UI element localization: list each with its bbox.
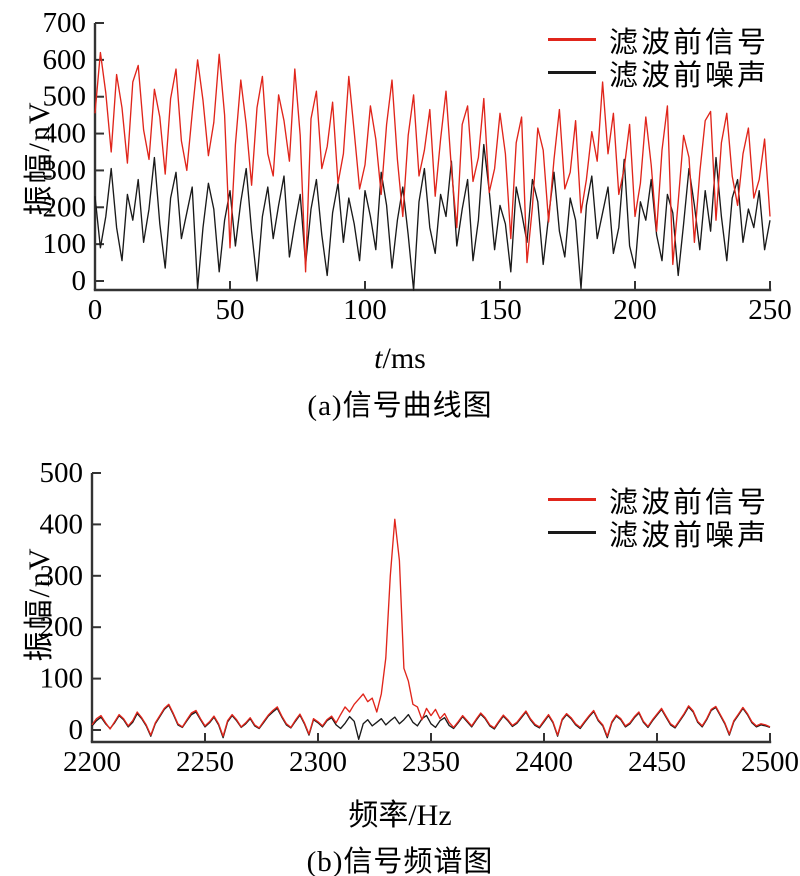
y-tick-label: 700 (43, 7, 87, 39)
signal-legend-label: 滤波前信号 (609, 26, 770, 59)
y-tick-label: 100 (43, 228, 87, 260)
noise-legend-label: 滤波前噪声 (609, 519, 770, 552)
chart-b-legend: 滤波前信号 滤波前噪声 (548, 483, 769, 552)
y-tick-label: 400 (43, 118, 87, 150)
chart-b-x-axis-label: 频率/Hz (0, 790, 800, 834)
noise-line-swatch (548, 531, 596, 534)
y-tick-label: 500 (40, 457, 84, 489)
x-tick-label: 250 (748, 294, 792, 326)
signal-line-swatch (548, 498, 596, 501)
x-tick-label: 150 (478, 294, 522, 326)
x-tick-label: 2450 (628, 746, 686, 778)
noise-line-swatch (548, 71, 596, 74)
y-tick-label: 400 (40, 508, 84, 540)
x-variable-symbol: t (374, 342, 383, 375)
x-tick-label: 0 (88, 294, 103, 326)
chart-a-plot-area: 0 100 200 300 400 500 600 700 0 50 100 150 200 250 (43, 7, 792, 326)
noise-line (94, 143, 771, 291)
y-tick-label: 0 (72, 265, 87, 297)
chart-b-legend-item-noise: 滤波前噪声 (548, 516, 769, 552)
x-tick-label: 2400 (515, 746, 573, 778)
x-tick-label: 2200 (63, 746, 121, 778)
y-tick-label: 100 (40, 663, 84, 695)
x-unit-text: /ms (382, 342, 426, 375)
chart-a-legend: 滤波前信号 滤波前噪声 (548, 23, 769, 92)
signal-line (94, 51, 771, 273)
chart-a-caption: (a)信号曲线图 (307, 390, 493, 422)
y-tick-label: 0 (69, 714, 84, 746)
x-tick-label: 50 (216, 294, 245, 326)
x-tick-label: 2500 (741, 746, 799, 778)
y-tick-label: 600 (43, 44, 87, 76)
x-tick-label: 2300 (289, 746, 347, 778)
chart-b-plot-area: 0 100 200 300 400 500 2200 2250 2300 2350 2400 2450… (40, 457, 800, 778)
chart-b-caption: (b)信号频谱图 (306, 846, 494, 876)
signal-legend-label: 滤波前信号 (609, 486, 770, 519)
y-tick-label: 200 (43, 191, 87, 223)
x-tick-label: 2350 (402, 746, 460, 778)
x-tick-label: 200 (613, 294, 657, 326)
y-tick-label: 200 (40, 611, 84, 643)
chart-b-legend-item-signal: 滤波前信号 (548, 483, 769, 519)
chart-a-legend-item-signal: 滤波前信号 (548, 23, 769, 59)
signal-line-swatch (548, 38, 596, 41)
chart-a-legend-item-noise: 滤波前噪声 (548, 56, 769, 92)
y-tick-label: 300 (40, 560, 84, 592)
chart-a-x-axis-label: t/ms (0, 342, 800, 376)
x-axis-text: 频率/Hz (348, 799, 452, 832)
noise-legend-label: 滤波前噪声 (609, 59, 770, 92)
signal-line (91, 518, 771, 737)
y-tick-label: 300 (43, 154, 87, 186)
y-tick-label: 500 (43, 81, 87, 113)
x-tick-label: 100 (343, 294, 387, 326)
x-tick-label: 2250 (176, 746, 234, 778)
